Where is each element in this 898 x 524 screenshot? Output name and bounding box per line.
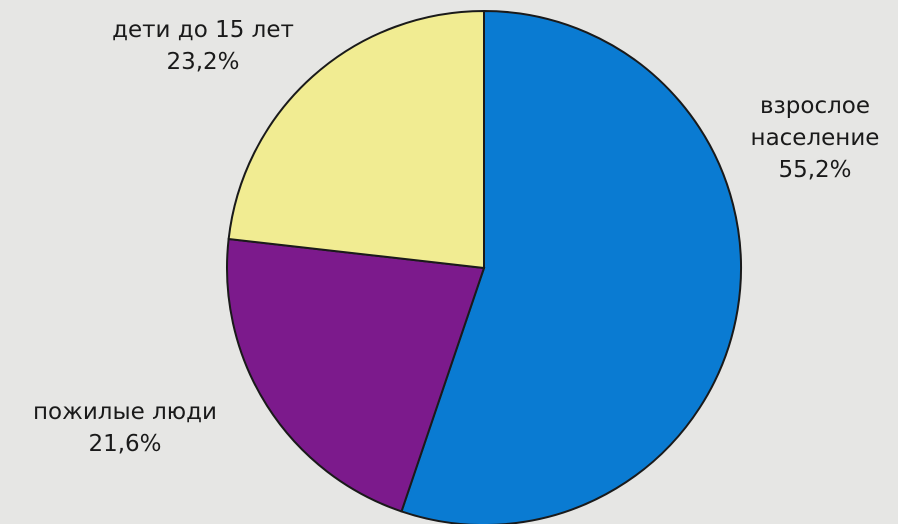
category-label: взрослое население <box>750 93 880 151</box>
slice-label: дети до 15 лет 23,2% <box>73 14 333 78</box>
value-label: 21,6% <box>88 431 162 457</box>
pie-slice <box>226 237 486 513</box>
slice-label: пожилые люди 21,6% <box>0 396 255 460</box>
slice-label: взрослое население 55,2% <box>740 90 890 186</box>
category-label: дети до 15 лет <box>112 17 294 43</box>
pie-slice <box>400 9 742 524</box>
value-label: 55,2% <box>778 157 852 183</box>
pie-slice <box>227 9 485 270</box>
value-label: 23,2% <box>166 49 240 75</box>
category-label: пожилые люди <box>32 399 217 425</box>
